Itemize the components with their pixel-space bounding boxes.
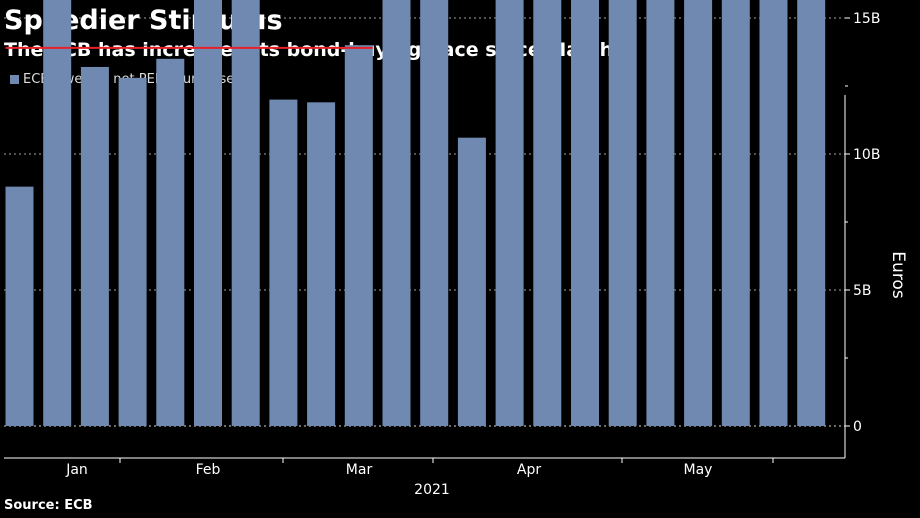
bar — [156, 58, 185, 427]
bar — [231, 0, 260, 426]
bar — [533, 0, 562, 426]
bar — [382, 0, 411, 427]
bar — [420, 0, 449, 427]
x-tick-label: Jan — [65, 462, 88, 478]
bar — [269, 99, 298, 426]
bar — [344, 45, 373, 426]
bar — [721, 0, 750, 426]
bar — [571, 0, 599, 427]
y-tick-label: 0 — [853, 419, 862, 435]
y-tick-label: 5B — [853, 283, 872, 299]
source-note: Source: ECB — [4, 498, 93, 513]
bar — [5, 186, 34, 426]
x-tick-label: Mar — [346, 462, 373, 478]
chart-subtitle: The ECB has increased its bond-buying pa… — [4, 39, 614, 61]
legend-swatch — [10, 75, 19, 84]
y-tick-label: 15B — [853, 11, 880, 27]
axes: 05B10B15B20BEurosJanFebMarAprMay2021 — [4, 11, 908, 498]
bar — [646, 0, 675, 427]
bar — [495, 0, 524, 426]
bar — [684, 0, 713, 427]
bar — [608, 0, 637, 427]
bar — [759, 0, 788, 426]
x-tick-label: Apr — [517, 462, 541, 478]
average-lines: Average — [5, 46, 373, 49]
bar — [43, 0, 72, 427]
bar — [457, 137, 486, 426]
bars — [5, 0, 826, 427]
y-axis-label: Euros — [888, 251, 908, 299]
bar — [194, 0, 222, 426]
bar — [118, 77, 147, 426]
x-tick-label: Feb — [196, 462, 221, 478]
x-axis-year-label: 2021 — [414, 482, 450, 498]
bar — [80, 66, 109, 427]
y-tick-label: 10B — [853, 147, 880, 163]
x-tick-label: May — [684, 462, 713, 478]
bar — [307, 102, 336, 426]
bar — [797, 0, 826, 426]
